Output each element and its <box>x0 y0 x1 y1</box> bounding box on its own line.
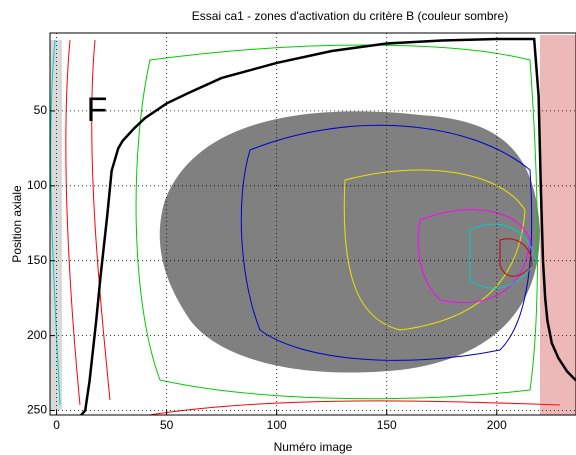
plot-frame <box>49 32 576 416</box>
y-tick-label: 150 <box>27 253 47 267</box>
annotation: F <box>87 91 108 129</box>
x-tick-label: 100 <box>267 418 287 432</box>
y-tick-label: 250 <box>27 403 47 417</box>
y-axis-label: Position axiale <box>10 185 24 263</box>
x-tick-label: 200 <box>487 418 507 432</box>
x-tick-label: 150 <box>377 418 397 432</box>
y-tick-label: 200 <box>27 328 47 342</box>
chart-title: Essai ca1 - zones d'activation du critèr… <box>192 9 508 23</box>
x-axis-label: Numéro image <box>274 440 353 454</box>
y-tick-label: 100 <box>27 178 47 192</box>
series-line <box>79 37 576 415</box>
grid <box>50 33 576 415</box>
y-tick-label: 50 <box>34 103 48 117</box>
x-tick-label: 0 <box>53 418 60 432</box>
series <box>79 37 576 415</box>
contour-background <box>50 33 576 415</box>
x-tick-label: 50 <box>160 418 174 432</box>
